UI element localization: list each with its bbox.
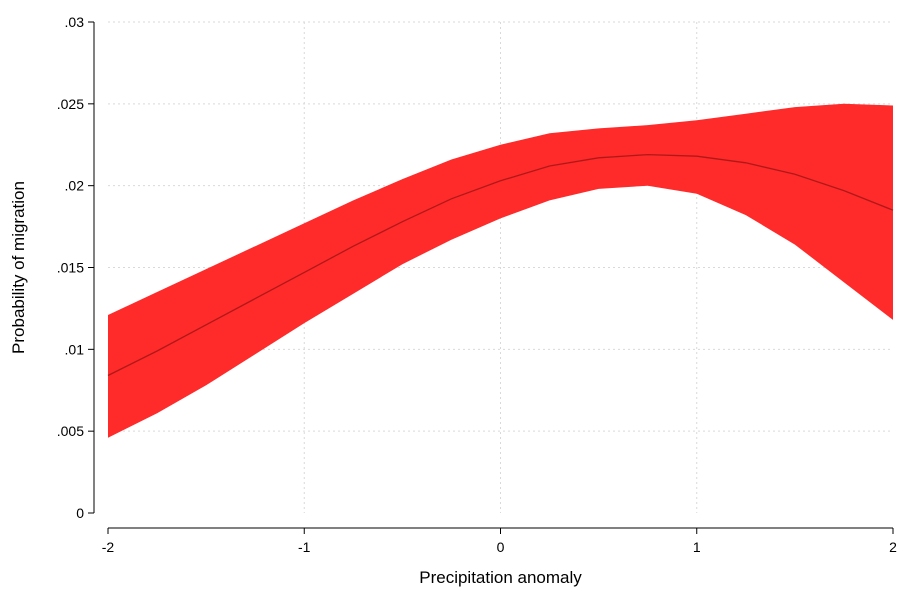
y-axis-title: Probability of migration <box>9 181 28 354</box>
x-tick-label: -2 <box>102 539 115 555</box>
x-axis-title: Precipitation anomaly <box>419 568 582 587</box>
y-tick-label: .025 <box>57 96 84 112</box>
y-tick-label: .01 <box>65 341 85 357</box>
x-tick-label: 2 <box>889 539 897 555</box>
confidence-band <box>108 103 893 438</box>
y-tick-label: .03 <box>65 14 85 30</box>
estimate-line <box>107 153 894 377</box>
y-tick-label: .005 <box>57 423 84 439</box>
axes-layer: 0 .005 .01 .015 .02 .025 .03 -2 -1 0 1 2 <box>57 14 897 555</box>
x-tick-label: 0 <box>497 539 505 555</box>
y-tick-label: 0 <box>76 505 84 521</box>
y-tick-label: .02 <box>65 178 85 194</box>
x-tick-label: 1 <box>693 539 701 555</box>
x-tick-label: -1 <box>298 539 311 555</box>
y-tick-label: .015 <box>57 260 84 276</box>
